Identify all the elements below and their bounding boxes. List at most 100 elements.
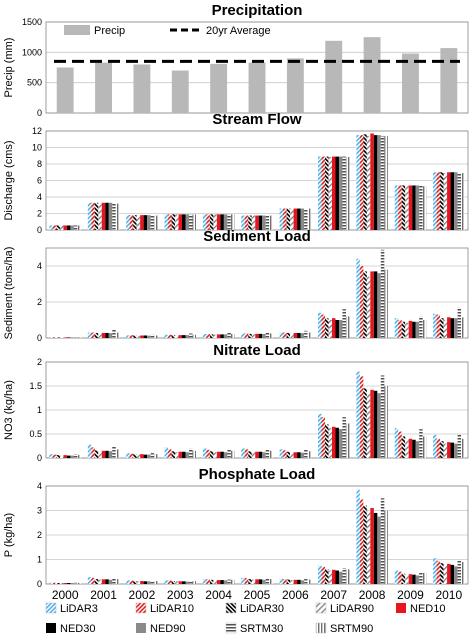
bar-LiDAR3-2010 (433, 434, 437, 458)
bar-LiDAR10-2007 (321, 156, 325, 230)
y-axis-label: P (kg/ha) (3, 513, 15, 557)
bar-precip-2006 (286, 58, 304, 113)
bar-LiDAR90-2010 (443, 320, 448, 338)
legend-label-LiDAR90: LiDAR90 (330, 603, 374, 615)
bar-LiDAR30-2002 (133, 581, 137, 584)
bar-NED90-2010 (454, 318, 458, 338)
bar-LiDAR10-2009 (398, 571, 402, 584)
bar-LiDAR10-2010 (436, 438, 441, 458)
bar-NED10-2004 (216, 334, 221, 338)
bar-LiDAR10-2010 (436, 172, 441, 230)
bar-LiDAR10-2008 (359, 376, 364, 458)
chart-legend: LiDAR3 LiDAR10 LiDAR30 LiDAR90 NED10 NED30 NED… (45, 602, 445, 635)
legend-swatch-precip (64, 25, 90, 35)
bar-LiDAR90-2000 (59, 583, 64, 584)
bar-NED30-2005 (258, 215, 263, 230)
bar-NED90-2009 (415, 321, 420, 338)
bar-LiDAR90-2007 (328, 320, 332, 338)
bar-SRTM30-2010 (457, 434, 462, 458)
bar-LiDAR90-2002 (136, 215, 141, 230)
bar-LiDAR3-2008 (356, 135, 360, 230)
bar-LiDAR10-2003 (168, 214, 172, 230)
bar-NED10-2006 (293, 579, 298, 584)
bar-SRTM30-2010 (457, 307, 462, 338)
bar-SRTM30-2007 (342, 156, 346, 230)
bar-NED90-2006 (300, 208, 305, 230)
legend-swatch-NED10 (396, 603, 406, 613)
bar-SRTM90-2008 (384, 510, 388, 584)
bar-LiDAR90-2004 (213, 452, 217, 458)
bar-LiDAR90-2003 (175, 214, 179, 230)
bar-SRTM90-2005 (269, 333, 273, 338)
y-axis-label: Precip (mm) (3, 38, 15, 98)
legend-label-NED10: NED10 (410, 603, 445, 615)
bar-LiDAR10-2004 (206, 449, 210, 458)
bar-NED30-2008 (373, 271, 378, 338)
bar-NED30-2008 (373, 390, 378, 458)
bar-SRTM90-2002 (154, 581, 158, 584)
y-tick-label: 4 (37, 192, 42, 202)
y-axis-label: Sediment (tons/ha) (3, 247, 15, 340)
bar-NED90-2003 (185, 214, 190, 230)
bar-NED10-2008 (370, 508, 374, 584)
bar-SRTM90-2007 (345, 569, 350, 584)
bar-SRTM30-2003 (189, 580, 193, 584)
bar-NED90-2003 (185, 452, 190, 458)
bar-LiDAR3-2000 (49, 454, 53, 458)
bar-LiDAR90-2009 (405, 185, 409, 230)
bar-NED30-2006 (297, 579, 301, 584)
legend-swatch-LiDAR90 (315, 602, 327, 614)
x-tick-label: 2006 (282, 588, 309, 602)
bar-LiDAR10-2007 (321, 417, 325, 458)
y-tick-label: 2 (37, 297, 42, 307)
bar-LiDAR90-2008 (366, 135, 371, 230)
bar-LiDAR10-2000 (52, 225, 57, 230)
bar-NED30-2005 (258, 579, 263, 584)
bar-NED90-2000 (70, 337, 74, 338)
bar-NED30-2000 (66, 225, 71, 230)
bar-NED90-2003 (185, 581, 190, 584)
bar-NED90-2000 (70, 225, 74, 230)
bar-SRTM90-2000 (77, 337, 81, 338)
bar-LiDAR30-2005 (248, 451, 252, 458)
bar-LiDAR3-2009 (394, 185, 399, 230)
bar-NED30-2007 (335, 427, 339, 458)
y-tick-label: 0 (37, 579, 42, 589)
y-tick-label: 1000 (22, 47, 42, 57)
bar-SRTM30-2000 (73, 454, 78, 458)
bar-LiDAR3-2003 (164, 334, 169, 338)
x-tick-label: 2010 (435, 588, 462, 602)
bar-LiDAR10-2009 (398, 431, 402, 458)
bar-SRTM90-2010 (461, 561, 465, 584)
bar-LiDAR3-2007 (317, 312, 322, 338)
legend-label-LiDAR3: LiDAR3 (60, 603, 98, 615)
bar-LiDAR3-2008 (356, 371, 360, 458)
bar-SRTM90-2010 (461, 317, 465, 338)
bar-NED30-2004 (220, 334, 224, 338)
bar-NED30-2004 (220, 451, 224, 458)
bar-SRTM30-2001 (112, 446, 116, 458)
bar-LiDAR10-2003 (168, 334, 172, 338)
bar-SRTM30-2003 (189, 214, 193, 230)
bar-LiDAR3-2010 (433, 172, 437, 230)
bar-LiDAR90-2004 (213, 580, 217, 584)
bar-LiDAR30-2004 (209, 334, 214, 338)
bar-LiDAR90-2006 (290, 208, 294, 230)
y-tick-label: 2 (37, 357, 42, 367)
bar-SRTM30-2002 (150, 580, 155, 584)
bar-LiDAR10-2005 (244, 449, 249, 458)
bar-NED90-2005 (262, 215, 266, 230)
bar-precip-2000 (56, 67, 74, 113)
bar-LiDAR90-2002 (136, 454, 141, 458)
bar-NED30-2000 (66, 337, 71, 338)
bar-NED30-2010 (450, 564, 455, 584)
bar-precip-2002 (133, 64, 151, 113)
bar-SRTM90-2001 (115, 579, 120, 584)
bar-LiDAR30-2003 (171, 581, 176, 584)
bar-NED30-2007 (335, 570, 339, 584)
bar-LiDAR90-2003 (175, 452, 179, 458)
bar-LiDAR3-2009 (394, 428, 399, 458)
bar-NED10-2009 (408, 320, 413, 338)
legend-swatch-LiDAR3 (45, 602, 57, 614)
